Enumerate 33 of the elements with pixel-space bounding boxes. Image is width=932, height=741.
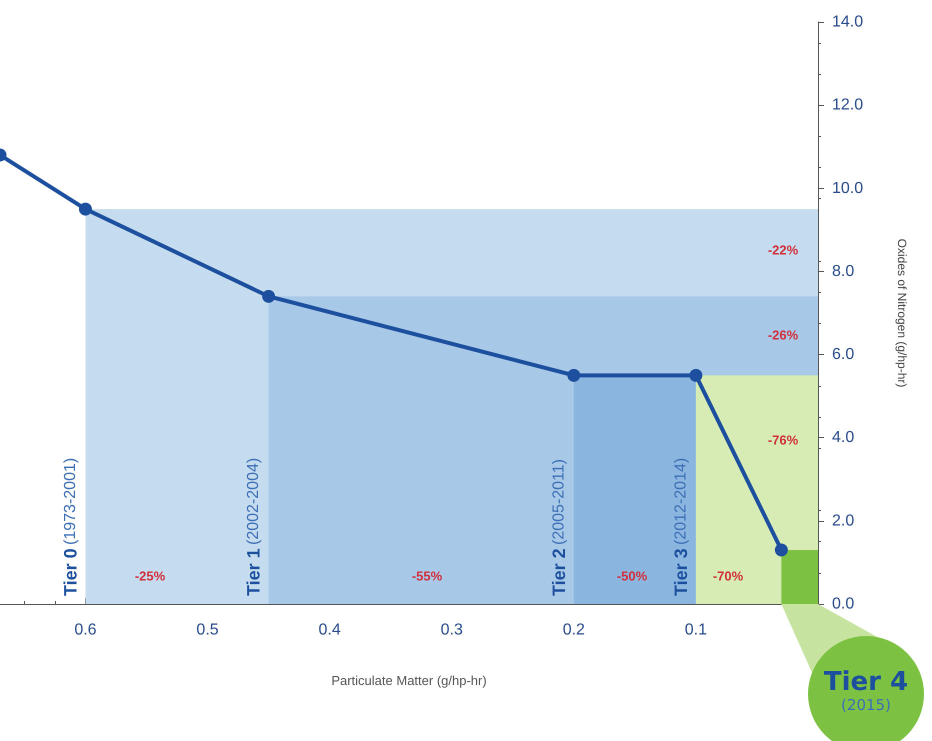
x-tick-label: 0.4: [318, 622, 341, 638]
x-tick-label: 0.5: [196, 622, 219, 638]
y-tick-label: 2.0: [832, 512, 854, 530]
annotation: -50%: [616, 568, 648, 584]
point: [567, 368, 580, 382]
x-tick-label: 0.2: [562, 622, 586, 638]
annotation: -76%: [768, 432, 799, 448]
y-tick-label: 8.0: [832, 262, 854, 280]
point: [774, 543, 788, 556]
y-axis-title: Oxides of Nitrogen (g/hp-hr): [895, 238, 909, 388]
y-tick-label: 6.0: [832, 346, 854, 364]
point: [262, 290, 276, 303]
x-tick-label: 0.3: [440, 622, 463, 638]
point: [689, 368, 702, 382]
point: [78, 202, 92, 216]
text: Tier 2 (2005-2011): [548, 458, 569, 596]
annotation: -70%: [712, 568, 744, 584]
y-tick-label: 14.0: [832, 14, 864, 30]
y-tick-label: 0.0: [832, 596, 854, 612]
text: Tier 1 (2002-2004): [244, 458, 264, 596]
y-tick-label: 12.0: [832, 96, 864, 114]
annotation: -55%: [412, 568, 443, 584]
annotation: -25%: [134, 568, 166, 584]
annotation: -22%: [768, 242, 799, 258]
text: Tier 4 (2015): [822, 667, 910, 714]
annotation: -26%: [768, 328, 799, 342]
y-tick-label: 10.0: [832, 180, 864, 197]
x-tick-label: 0.6: [74, 622, 97, 638]
x-tick-label: 0.1: [684, 622, 708, 638]
y-tick-label: 4.0: [832, 429, 854, 446]
text: Tier 0 (1973-2001): [60, 458, 80, 596]
text: Tier 3 (2012-2014): [670, 458, 691, 596]
x-axis-title: Particulate Matter (g/hp-hr): [331, 673, 487, 688]
